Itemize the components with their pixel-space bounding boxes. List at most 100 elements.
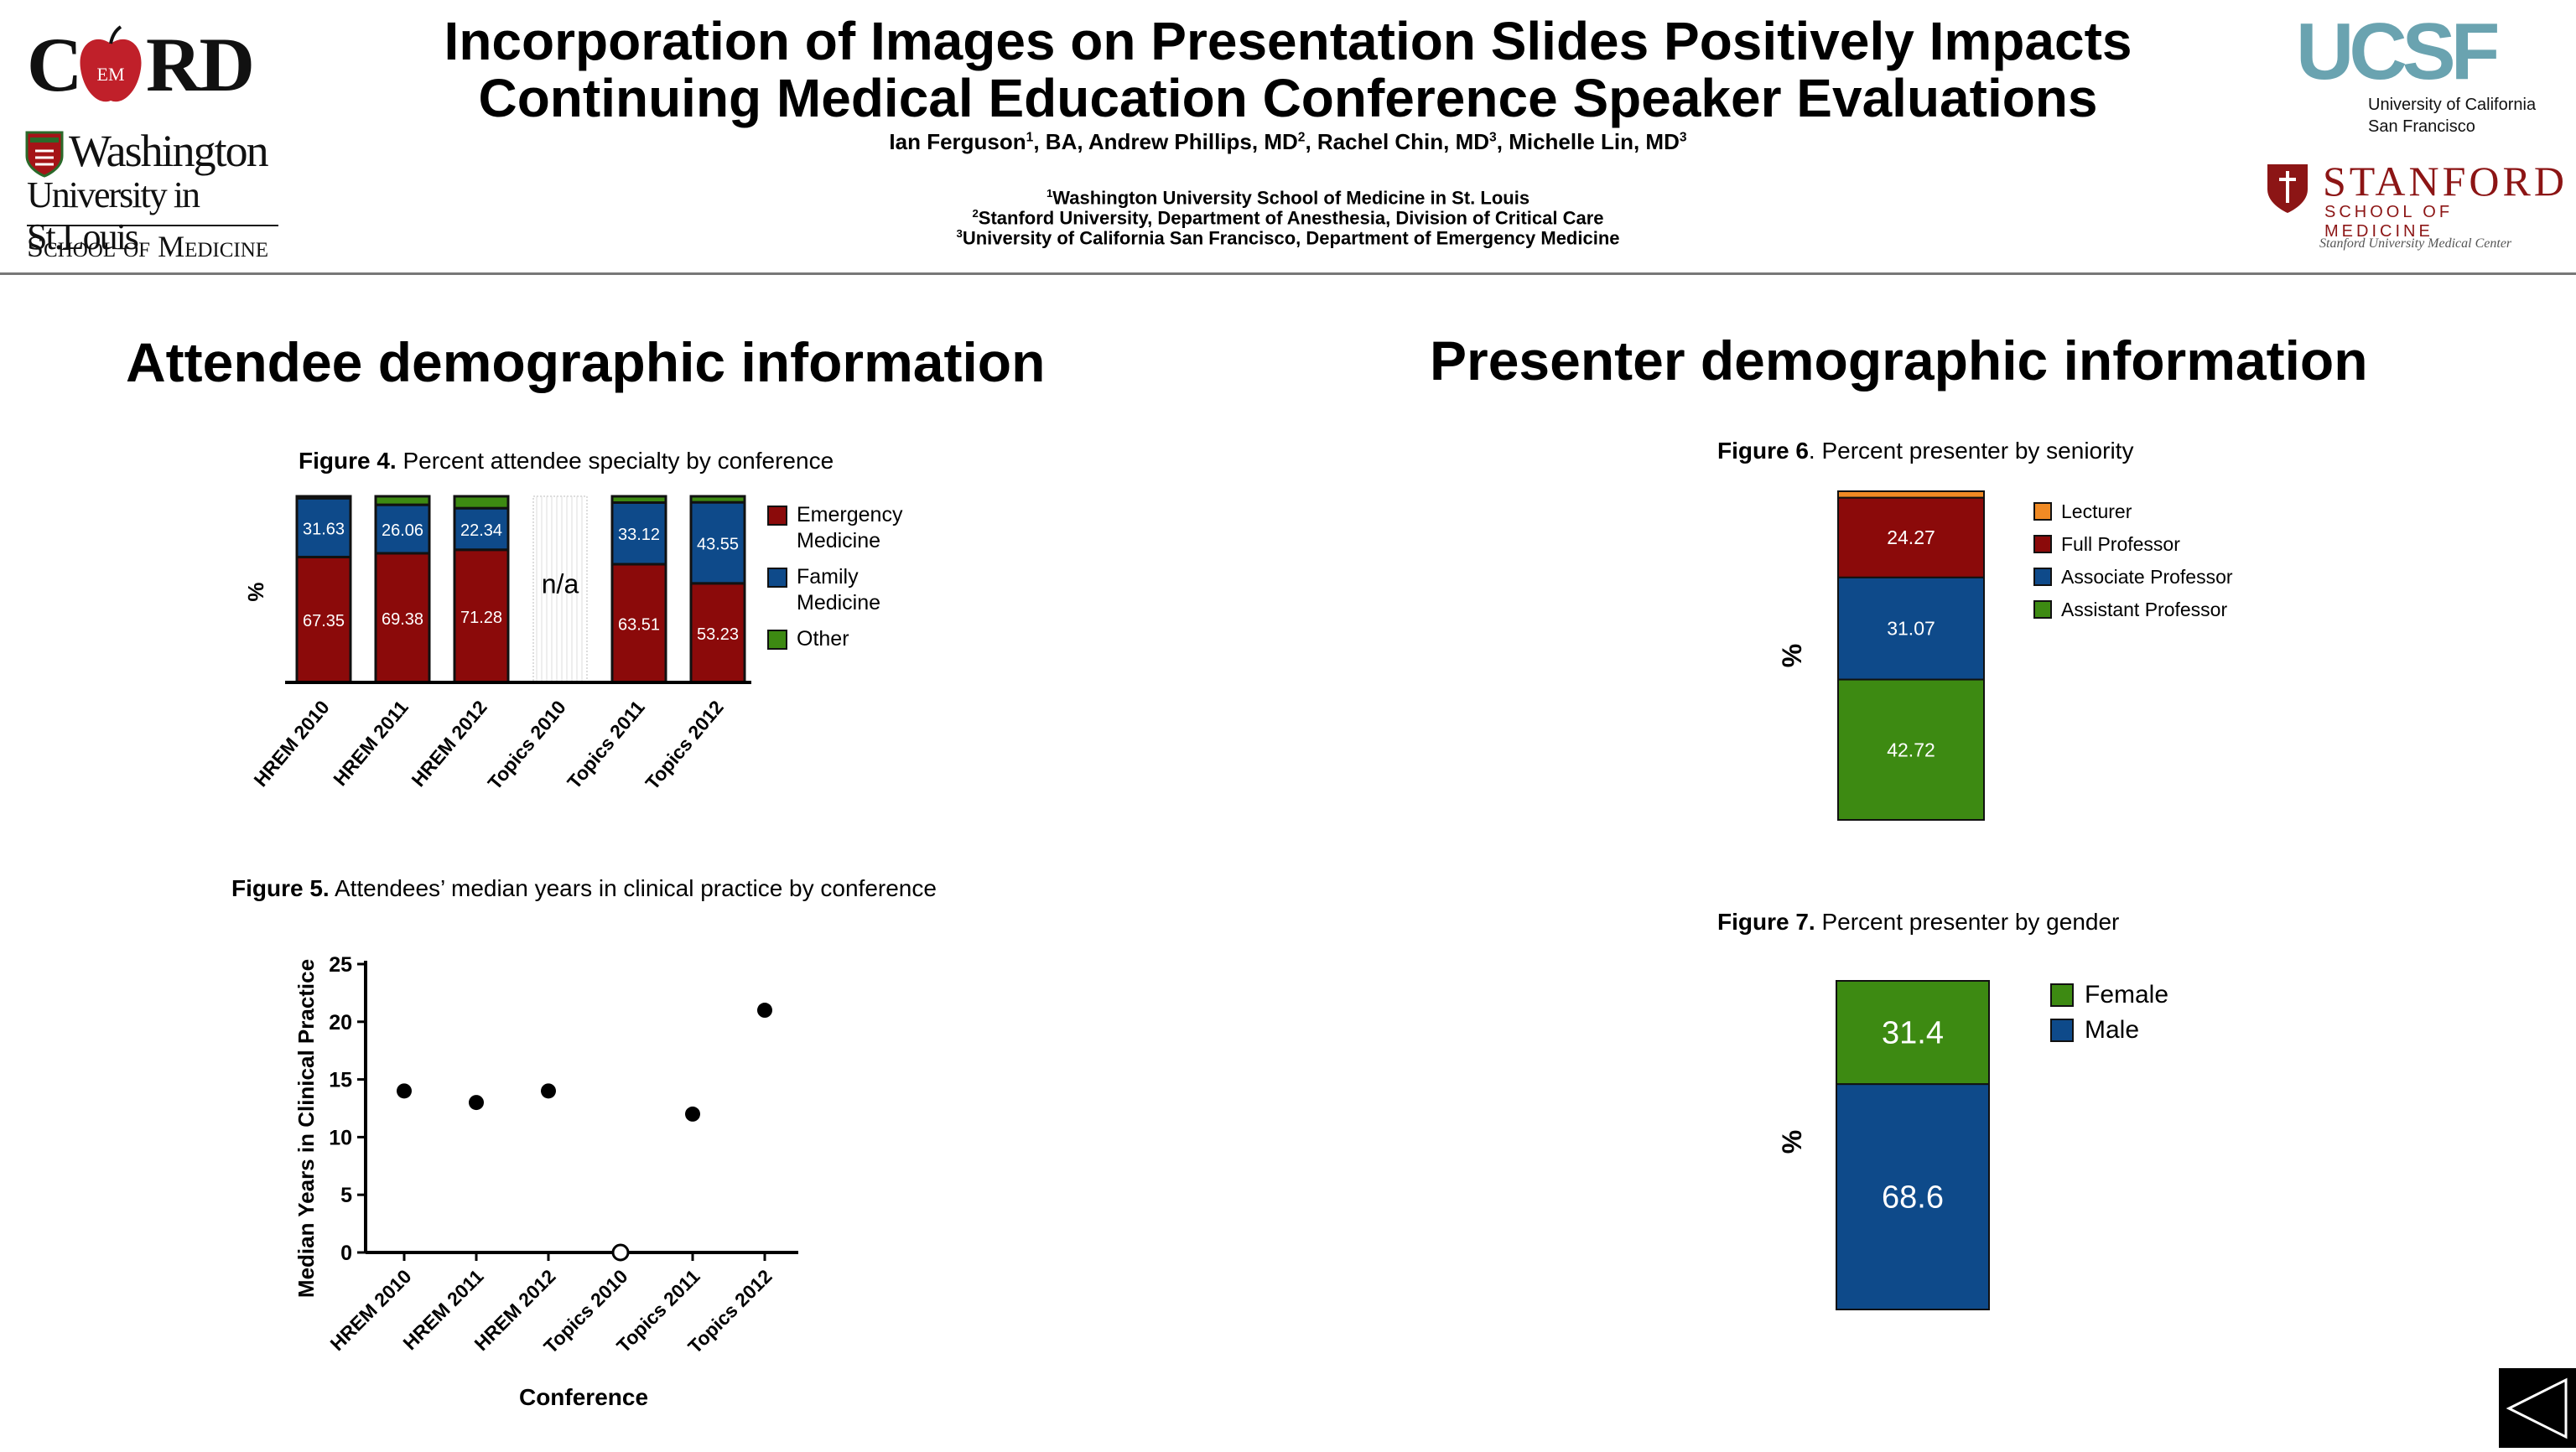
ucsf-logo: UCSF University of California San Franci… — [2289, 10, 2558, 144]
bar-segment — [295, 496, 352, 558]
bar-segment — [1837, 678, 1985, 821]
figure-5-caption: Figure 5. Attendees’ median years in cli… — [231, 875, 937, 901]
bar-segment — [295, 495, 352, 500]
bar-data-label: 42.72 — [1887, 739, 1935, 760]
ucsf-line2: San Francisco — [2368, 117, 2475, 136]
figure-5-ylabel: Median Years in Clinical Practice — [293, 959, 319, 1298]
legend-label: Female — [2085, 981, 2168, 1009]
legend-swatch — [2033, 600, 2052, 619]
legend-label: Lecturer — [2061, 500, 2132, 522]
bar-segment — [374, 552, 431, 684]
x-tick-label: HREM 2011 — [329, 696, 413, 790]
x-tick-label: HREM 2012 — [407, 697, 491, 791]
cord-badge: EM — [97, 64, 125, 85]
figure-7-caption: Figure 7. Percent presenter by gender — [1717, 909, 2120, 935]
figure-7-ylabel: % — [1777, 1130, 1807, 1154]
figure-6-caption: Figure 6. Percent presenter by seniority — [1717, 438, 2134, 464]
bar-segment — [689, 582, 746, 684]
bar-data-label: 31.4 — [1882, 1016, 1944, 1051]
affiliation-2: 2Stanford University, Department of Anes… — [972, 207, 1604, 229]
bar-data-label: 31.07 — [1887, 618, 1935, 640]
legend-label: Other — [797, 627, 849, 651]
wash-line1: Washington — [69, 126, 269, 176]
figure-6-chart: 42.72 31.07 24.27 % Lecturer Full Professor… — [1777, 490, 2233, 821]
bar-segment — [1836, 980, 1990, 1086]
apple-icon: EM — [80, 25, 142, 102]
bar-data-label: 31.63 — [303, 520, 345, 538]
attendee-section-heading: Attendee demographic information — [126, 331, 1046, 393]
bar-data-label: 71.28 — [460, 609, 502, 627]
stanford-logo: STANFORD SCHOOL OF MEDICINE Stanford Uni… — [2264, 158, 2566, 258]
authors: Ian Ferguson1, BA, Andrew Phillips, MD2,… — [0, 129, 2576, 155]
author-3: Rachel Chin, MD3, — [1317, 129, 1509, 154]
stanford-sub: SCHOOL OF MEDICINE — [2324, 203, 2454, 241]
legend-label: Full Professor — [2061, 533, 2180, 555]
legend-label: Associate Professor — [2061, 566, 2233, 588]
poster-title-line2: Continuing Medical Education Conference … — [478, 68, 2098, 128]
figure-6-ylabel: % — [1777, 644, 1807, 667]
ucsf-line1: University of California — [2368, 96, 2537, 114]
legend-label: Medicine — [797, 591, 880, 615]
bar-missing — [532, 495, 588, 683]
bar-data-label: 68.6 — [1882, 1180, 1944, 1216]
washington-university-logo: Washington University in St.Louis School… — [25, 126, 285, 263]
legend-swatch — [2033, 502, 2052, 521]
data-point — [685, 1106, 700, 1122]
author-2: Andrew Phillips, MD2, — [1088, 129, 1317, 154]
affiliation-1: 1Washington University School of Medicin… — [1046, 187, 1530, 209]
data-point-open — [611, 1243, 630, 1262]
wash-line3: School of Medicine — [27, 230, 269, 263]
x-tick-label: HREM 2010 — [249, 697, 333, 791]
ucsf-mark: UCSF — [2296, 7, 2500, 96]
bar-segment — [689, 500, 746, 585]
data-point — [757, 1003, 772, 1019]
stanford-shield-icon — [2267, 164, 2308, 213]
legend-swatch — [2050, 1019, 2074, 1042]
previous-slide-button[interactable] — [2499, 1368, 2576, 1448]
bar-data-label: 22.34 — [460, 521, 502, 540]
legend-label: Assistant Professor — [2061, 599, 2227, 620]
bar-na-label: n/a — [542, 568, 579, 599]
bar-data-label: 69.38 — [382, 610, 423, 629]
bar-segment — [295, 555, 352, 684]
data-point — [469, 1095, 484, 1111]
y-tick-label: 10 — [329, 1126, 352, 1149]
y-tick-label: 25 — [329, 953, 352, 977]
author-4: Michelle Lin, MD3 — [1509, 129, 1687, 154]
legend-swatch — [767, 506, 787, 526]
bar-data-label: 53.23 — [697, 625, 739, 644]
wash-line2: University in St.Louis — [27, 174, 200, 257]
legend-swatch — [767, 568, 787, 588]
legend-label: Family — [797, 565, 859, 589]
bar-data-label: 67.35 — [303, 612, 345, 630]
data-point — [541, 1083, 556, 1099]
figure-4-chart: 67.35 31.63 69.38 26.06 71.28 22.34 n/a 63.51 33… — [243, 495, 903, 794]
bar-segment — [1837, 496, 1985, 578]
poster-header: C EM RD Washington University in St.Loui… — [0, 0, 2576, 275]
bar-data-label: 63.51 — [618, 616, 660, 635]
triangle-left-icon — [2506, 1377, 2568, 1439]
cord-logo: C EM RD — [27, 18, 262, 111]
poster-title-line1: Incorporation of Images on Presentation … — [444, 11, 2132, 71]
legend-label: Medicine — [797, 529, 880, 552]
y-tick-label: 0 — [340, 1242, 352, 1265]
bar-data-label: 24.27 — [1887, 526, 1935, 548]
x-tick-label: Topics 2011 — [563, 696, 649, 792]
affiliation-3: 3University of California San Francisco,… — [956, 227, 1620, 249]
y-tick-label: 20 — [329, 1011, 352, 1035]
legend-label: Male — [2085, 1016, 2139, 1044]
x-tick-label: Topics 2010 — [483, 697, 569, 794]
cord-logo-right: RD — [146, 22, 255, 107]
stanford-name: STANFORD — [2323, 158, 2568, 205]
shield-icon — [25, 131, 64, 178]
bar-data-label: 33.12 — [618, 526, 660, 544]
bar-segment — [689, 495, 746, 504]
cord-logo-left: C — [27, 22, 82, 107]
bar-segment — [610, 495, 667, 504]
legend-label: Emergency — [797, 503, 903, 526]
legend-swatch — [2050, 983, 2074, 1007]
stanford-center: Stanford University Medical Center — [2319, 236, 2512, 251]
y-tick-label: 15 — [329, 1069, 352, 1092]
legend-swatch — [767, 630, 787, 650]
